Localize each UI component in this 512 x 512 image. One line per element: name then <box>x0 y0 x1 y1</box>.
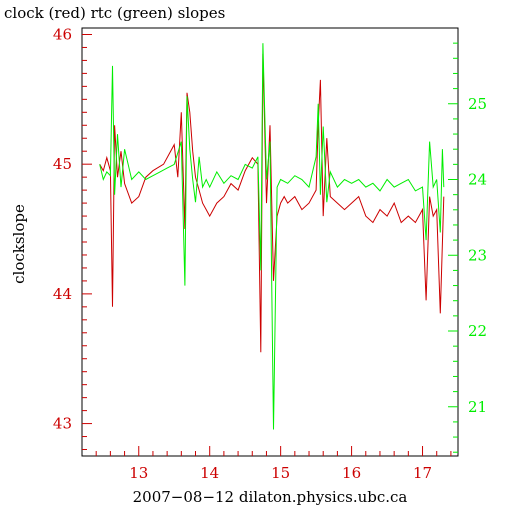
series-line-rtc <box>100 43 444 429</box>
x-tick-label: 13 <box>129 464 148 482</box>
y-right-tick-label: 23 <box>468 246 487 264</box>
y-left-tick-label: 43 <box>53 415 72 433</box>
y-right-tick-label: 22 <box>468 322 487 340</box>
chart-title: clock (red) rtc (green) slopes <box>4 4 225 22</box>
plot-frame-group <box>82 28 458 456</box>
axes-group: 13 14 15 16 17 43 44 45 46 21 22 23 24 25 <box>53 25 487 482</box>
x-tick-label: 17 <box>413 464 432 482</box>
y-right-tick-label: 21 <box>468 398 487 416</box>
y-left-tick-label: 46 <box>53 25 72 43</box>
y-left-tick-label: 44 <box>53 285 72 303</box>
y-left-tick-label: 45 <box>53 155 72 173</box>
series-group <box>100 43 444 429</box>
y-axis-label: clockslope <box>10 204 28 284</box>
x-tick-label: 14 <box>200 464 219 482</box>
x-tick-label: 15 <box>271 464 290 482</box>
x-axis-label: 2007−08−12 dilaton.physics.ubc.ca <box>133 488 408 506</box>
plot-frame <box>82 28 458 456</box>
y-right-tick-label: 25 <box>468 95 487 113</box>
x-tick-label: 16 <box>342 464 361 482</box>
y-right-tick-label: 24 <box>468 171 487 189</box>
